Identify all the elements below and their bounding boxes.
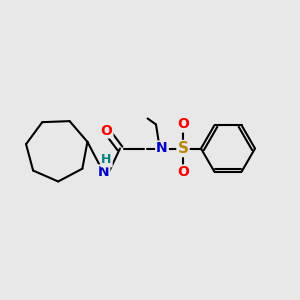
Text: O: O xyxy=(100,124,112,137)
Text: N: N xyxy=(156,142,168,155)
Text: H: H xyxy=(101,153,112,167)
Text: S: S xyxy=(178,141,188,156)
Text: O: O xyxy=(177,166,189,179)
Text: N: N xyxy=(98,166,109,179)
Text: O: O xyxy=(177,118,189,131)
